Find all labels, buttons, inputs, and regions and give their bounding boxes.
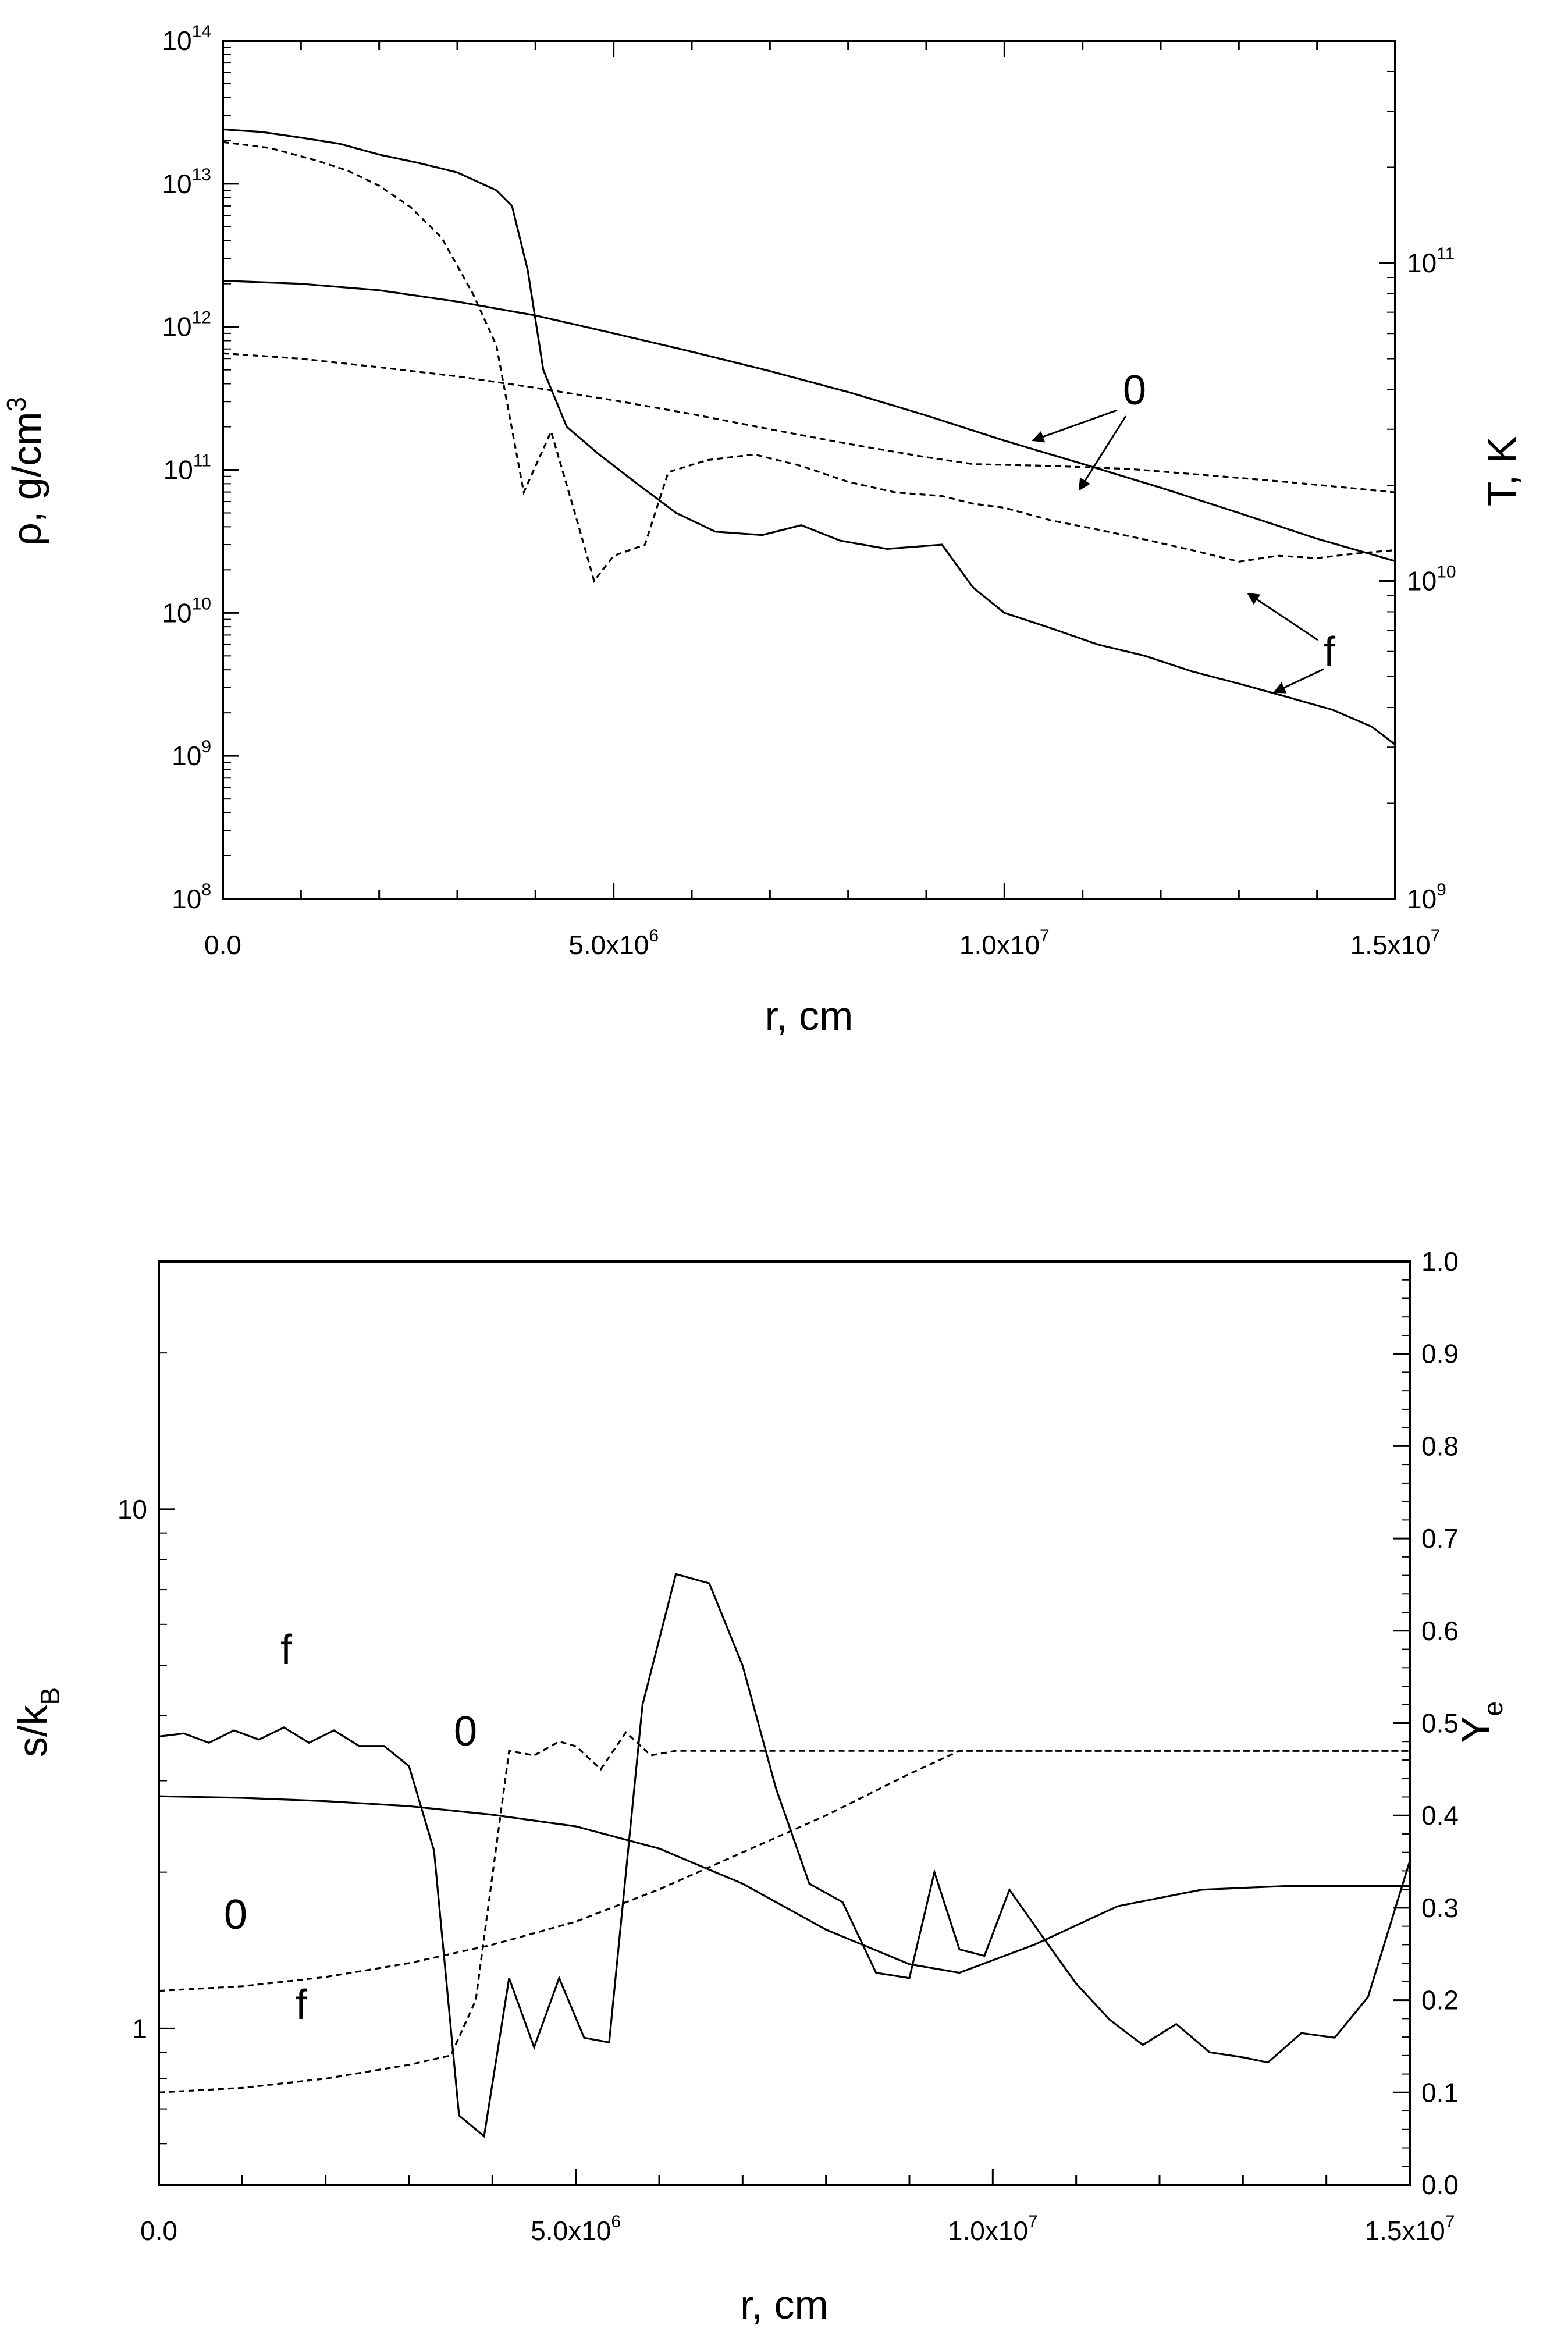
x-tick-label: 0.0 bbox=[140, 2216, 177, 2246]
x-axis-title: r, cm bbox=[765, 993, 854, 1039]
y-right-tick-label: 0.2 bbox=[1421, 1985, 1459, 2015]
arrow-f-to-rhof bbox=[1273, 668, 1324, 694]
y-right-tick-label: 0.7 bbox=[1421, 1523, 1459, 1554]
y-right-tick-label: 0.3 bbox=[1421, 1893, 1459, 1923]
x-tick-label: 5.0x106 bbox=[568, 926, 659, 960]
y-left-tick-label: 1 bbox=[132, 2013, 147, 2043]
x-tick-label: 5.0x106 bbox=[531, 2212, 621, 2246]
x-tick-label: 1.5x107 bbox=[1365, 2212, 1455, 2246]
x-axis-title: r, cm bbox=[740, 2282, 829, 2327]
y-right-tick-label: 0.6 bbox=[1421, 1616, 1459, 1646]
annotation-0-ye: 0 bbox=[224, 1892, 247, 1938]
y-right-tick-label: 0.0 bbox=[1421, 2170, 1459, 2200]
series-rho_0 bbox=[222, 279, 1396, 562]
arrow-0-to-T0 bbox=[1078, 415, 1127, 491]
y-left-axis-title: ρ, g/cm3 bbox=[1, 397, 49, 546]
y-right-tick-label: 0.5 bbox=[1421, 1708, 1459, 1739]
y-right-tick-label: 1.0 bbox=[1421, 1246, 1459, 1277]
arrow-f-to-Tf bbox=[1247, 592, 1318, 641]
y-right-axis-title: Ye bbox=[1453, 1701, 1508, 1743]
arrow-0-to-rho0 bbox=[1032, 409, 1118, 443]
y-right-tick-label: 0.8 bbox=[1421, 1431, 1459, 1461]
annotation-f: f bbox=[1324, 629, 1336, 676]
series-T_0 bbox=[222, 352, 1396, 493]
y-left-tick-label: 1013 bbox=[162, 165, 211, 199]
y-right-axis-title: T, K bbox=[1479, 436, 1524, 507]
y-left-tick-label: 108 bbox=[172, 880, 211, 914]
y-right-tick-label: 1010 bbox=[1407, 562, 1456, 596]
y-left-tick-label: 1014 bbox=[162, 22, 211, 56]
series-s_0 bbox=[158, 1795, 1410, 1974]
y-left-axis-title: s/kB bbox=[10, 1687, 65, 1757]
y-left-tick-label: 109 bbox=[172, 737, 211, 771]
x-tick-label: 1.0x107 bbox=[948, 2212, 1038, 2246]
x-tick-label: 1.0x107 bbox=[959, 926, 1050, 960]
y-right-tick-label: 0.1 bbox=[1421, 2077, 1459, 2107]
top-panel: 0.0 5.0x106 1.0x107 1.5x107 108 109 1010 1011 10… bbox=[1, 22, 1524, 1039]
y-right-tick-label: 0.4 bbox=[1421, 1800, 1459, 1830]
y-left-tick-label: 1012 bbox=[162, 308, 211, 342]
series-Ye_0 bbox=[158, 1750, 1410, 1992]
series-s_f bbox=[158, 1573, 1411, 2138]
annotation-f-entropy: f bbox=[280, 1627, 293, 1673]
series-T_f bbox=[222, 141, 1396, 583]
y-right-tick-label: 0.9 bbox=[1421, 1339, 1459, 1369]
x-tick-label: 1.5x107 bbox=[1350, 926, 1441, 960]
y-left-tick-label: 10 bbox=[118, 1494, 147, 1524]
y-left-tick-label: 1010 bbox=[162, 594, 211, 628]
bottom-panel: 0.0 5.0x106 1.0x107 1.5x107 1 10 0.0 0.1 0.2 0.3 0… bbox=[10, 1246, 1508, 2327]
bottom-plot-frame bbox=[158, 1260, 1411, 2186]
series-rho_f bbox=[222, 128, 1396, 745]
y-right-tick-label: 109 bbox=[1407, 880, 1446, 914]
y-right-tick-label: 1011 bbox=[1407, 244, 1455, 278]
series-Ye_f bbox=[158, 1730, 1410, 2093]
annotation-0-entropy: 0 bbox=[454, 1708, 477, 1755]
x-tick-label: 0.0 bbox=[204, 930, 241, 960]
y-left-tick-label: 1011 bbox=[163, 452, 211, 485]
top-plot-frame bbox=[222, 40, 1396, 900]
annotation-0: 0 bbox=[1123, 367, 1146, 414]
annotation-f-ye: f bbox=[296, 1982, 308, 2028]
